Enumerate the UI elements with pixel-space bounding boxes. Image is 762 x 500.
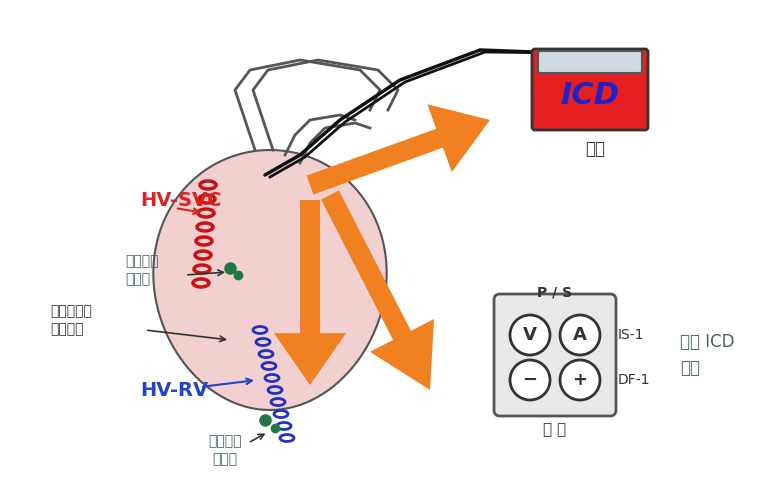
FancyBboxPatch shape <box>538 51 642 73</box>
FancyBboxPatch shape <box>532 49 648 130</box>
Text: 除 颤: 除 颤 <box>543 422 567 438</box>
Circle shape <box>510 360 550 400</box>
Text: IS-1: IS-1 <box>618 328 645 342</box>
Text: HV-RV: HV-RV <box>140 380 208 400</box>
Text: +: + <box>572 371 588 389</box>
Polygon shape <box>306 104 490 194</box>
Text: 心房感知
和起搏: 心房感知 和起搏 <box>125 254 158 286</box>
Polygon shape <box>274 200 346 385</box>
Polygon shape <box>153 150 386 410</box>
Circle shape <box>560 360 600 400</box>
Text: A: A <box>573 326 587 344</box>
FancyBboxPatch shape <box>494 294 616 416</box>
Text: V: V <box>523 326 537 344</box>
Text: −: − <box>523 371 537 389</box>
Text: 双腔 ICD
热壳: 双腔 ICD 热壳 <box>680 334 735 376</box>
Text: 热壳: 热壳 <box>585 140 605 158</box>
Text: P / S: P / S <box>537 285 572 299</box>
Circle shape <box>560 315 600 355</box>
Circle shape <box>510 315 550 355</box>
Text: HV-SVC: HV-SVC <box>140 190 222 210</box>
Text: 两个线圈的
除颤电极: 两个线圈的 除颤电极 <box>50 304 92 336</box>
Text: ICD: ICD <box>560 80 620 110</box>
Text: DF-1: DF-1 <box>618 373 651 387</box>
Text: 心室感知
和起搏: 心室感知 和起搏 <box>208 434 242 466</box>
Polygon shape <box>321 190 434 390</box>
